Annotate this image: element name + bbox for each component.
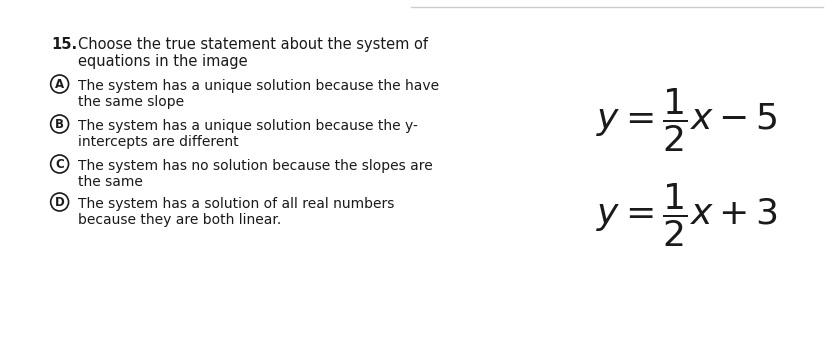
Text: C: C (55, 157, 64, 171)
Text: The system has a solution of all real numbers
because they are both linear.: The system has a solution of all real nu… (78, 197, 394, 227)
Text: $y = \dfrac{1}{2}x - 5$: $y = \dfrac{1}{2}x - 5$ (595, 87, 777, 154)
Text: The system has a unique solution because the have
the same slope: The system has a unique solution because… (78, 79, 438, 109)
Text: A: A (55, 77, 65, 91)
Text: D: D (55, 196, 65, 208)
Text: Choose the true statement about the system of
equations in the image: Choose the true statement about the syst… (78, 37, 427, 69)
Text: B: B (55, 117, 64, 131)
Text: 15.: 15. (51, 37, 78, 52)
Text: The system has no solution because the slopes are
the same: The system has no solution because the s… (78, 159, 432, 189)
Text: $y = \dfrac{1}{2}x + 3$: $y = \dfrac{1}{2}x + 3$ (595, 182, 777, 249)
Text: The system has a unique solution because the y-
intercepts are different: The system has a unique solution because… (78, 119, 417, 149)
